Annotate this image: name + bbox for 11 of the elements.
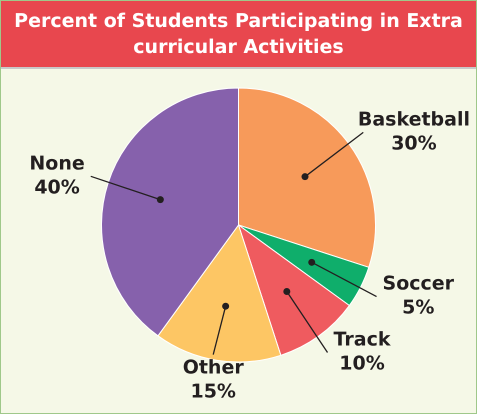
data-label: 30%: [391, 132, 437, 154]
slice-label: Soccer: [382, 272, 455, 294]
data-label: 5%: [402, 296, 434, 318]
data-label: 15%: [190, 380, 236, 403]
slice-label: Basketball: [358, 108, 470, 130]
data-label: 40%: [34, 176, 80, 198]
chart-title: Percent of Students Participating in Extra curricular Activities: [1, 1, 476, 69]
data-label: 10%: [339, 352, 385, 374]
slice-label: None: [29, 152, 85, 174]
slice-label: Track: [334, 328, 391, 350]
slice-label: Other: [182, 356, 244, 379]
